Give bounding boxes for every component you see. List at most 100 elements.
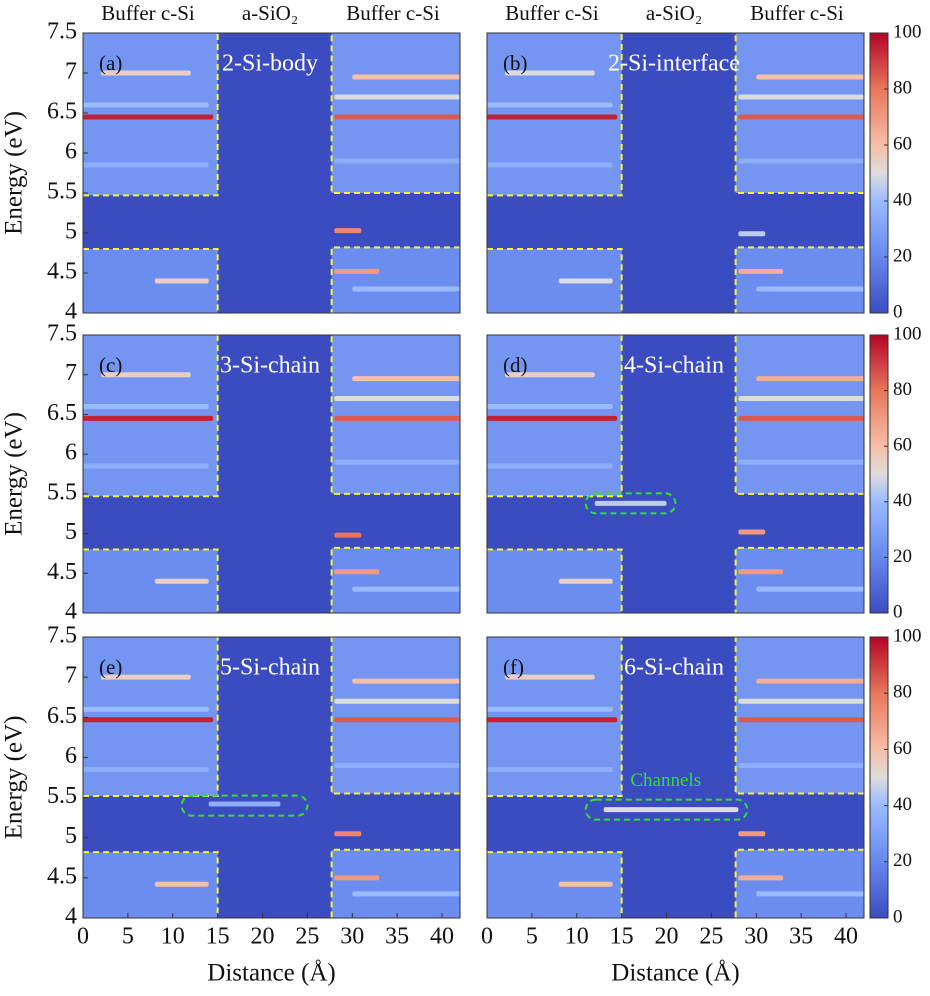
panel-label: (b) — [503, 51, 528, 75]
region-label: Buffer c-Si — [346, 1, 440, 25]
heatmap-streak — [738, 396, 864, 402]
y-tick-label: 7 — [65, 360, 77, 386]
panel-label: (a) — [99, 51, 122, 75]
y-tick-label: 7.5 — [47, 321, 77, 347]
heatmap-streak — [352, 586, 460, 592]
panel-label: (e) — [99, 655, 122, 679]
y-tick-label: 4.5 — [47, 559, 77, 585]
plot-frame — [486, 334, 865, 614]
heatmap-streak — [487, 102, 613, 108]
heatmap-streak — [756, 586, 864, 592]
channel-highlight — [180, 794, 309, 817]
heatmap-region — [487, 335, 622, 497]
x-tick-label: 30 — [340, 924, 364, 950]
panel-title: 5-Si-chain — [220, 655, 320, 681]
heatmap-streak — [334, 228, 362, 234]
heatmap-streak — [603, 807, 739, 813]
plot-frame — [82, 32, 461, 314]
colorbar — [869, 636, 889, 919]
heatmap-region — [487, 33, 622, 196]
heatmap-streak — [334, 158, 460, 164]
heatmap-streak — [504, 70, 595, 76]
heatmap-streak — [334, 698, 460, 704]
heatmap-streak — [334, 569, 380, 575]
colorbar-tick-label: 0 — [893, 601, 903, 622]
panel-title: 3-Si-chain — [220, 353, 320, 379]
colorbar-tick-label: 40 — [893, 189, 912, 210]
x-tick-label: 40 — [834, 924, 858, 950]
heatmap-streak — [83, 766, 209, 772]
y-tick-label: 5.5 — [47, 783, 77, 809]
heatmap-streak — [334, 762, 460, 768]
x-tick-label: 10 — [161, 924, 185, 950]
panel-label: (d) — [503, 353, 528, 377]
heatmap-streak — [487, 463, 613, 469]
region-label: a-SiO₂ — [242, 1, 298, 25]
heatmap-panel — [487, 335, 864, 613]
colorbar — [869, 334, 889, 614]
y-tick-label: 6 — [65, 139, 77, 165]
heatmap-streak — [738, 158, 864, 164]
heatmap-streak — [334, 459, 460, 465]
x-tick-label: 15 — [206, 924, 230, 950]
panel-title: 2-Si-interface — [608, 51, 740, 77]
heatmap-streak — [352, 286, 460, 292]
boundary-line — [487, 548, 623, 613]
boundary-line — [734, 637, 864, 795]
colorbar-tick-label: 0 — [893, 301, 903, 322]
heatmap-streak — [756, 74, 864, 80]
heatmap-streak — [154, 278, 209, 284]
x-tick-label: 15 — [610, 924, 634, 950]
heatmap-streak — [756, 376, 864, 382]
boundary-line — [734, 848, 864, 918]
heatmap-region — [331, 637, 460, 794]
colorbar-tick-label: 80 — [893, 77, 912, 98]
x-tick-label: 25 — [295, 924, 319, 950]
colorbar-tick-label: 60 — [893, 133, 912, 154]
y-tick-label: 4 — [65, 599, 77, 625]
heatmap-streak — [334, 114, 460, 120]
plot-frame — [82, 334, 461, 614]
heatmap-panel — [83, 33, 460, 313]
region-label: a-SiO₂ — [646, 1, 702, 25]
heatmap-streak — [756, 891, 864, 897]
boundary-line — [487, 248, 623, 313]
y-tick-label: 6.5 — [47, 703, 77, 729]
heatmap-streak — [334, 396, 460, 402]
y-tick-label: 4.5 — [47, 863, 77, 889]
region-label: Buffer c-Si — [505, 1, 599, 25]
x-tick-label: 5 — [526, 924, 538, 950]
heatmap-streak — [738, 231, 766, 237]
heatmap-streak — [83, 162, 209, 168]
y-tick-label: 7 — [65, 663, 77, 689]
heatmap-region — [83, 33, 218, 196]
colorbar-tick-label: 0 — [893, 906, 903, 927]
panel-title: 4-Si-chain — [624, 353, 724, 379]
boundary-line — [487, 851, 623, 918]
colorbar-tick-label: 100 — [893, 323, 922, 344]
boundary-line — [330, 637, 460, 795]
heatmap-streak — [334, 268, 380, 274]
plot-frame — [486, 636, 865, 919]
heatmap-streak — [487, 706, 613, 712]
heatmap-streak — [738, 415, 864, 421]
boundary-line — [734, 335, 864, 495]
heatmap-streak — [487, 114, 618, 120]
x-tick-label: 40 — [430, 924, 454, 950]
x-tick-label: 20 — [251, 924, 275, 950]
annotation: Channels — [630, 770, 701, 791]
heatmap-region — [83, 335, 218, 497]
x-tick-label: 5 — [122, 924, 134, 950]
x-axis-label: Distance (Å) — [207, 960, 335, 987]
heatmap-streak — [738, 698, 864, 704]
colorbar-tick-label: 20 — [893, 546, 912, 567]
heatmap-streak — [558, 578, 613, 584]
x-tick-label: 10 — [565, 924, 589, 950]
x-tick-label: 35 — [789, 924, 813, 950]
heatmap-streak — [594, 500, 667, 506]
colorbar-tick-label: 80 — [893, 682, 912, 703]
heatmap-streak — [487, 717, 618, 723]
heatmap-streak — [154, 881, 209, 887]
y-tick-label: 7.5 — [47, 623, 77, 649]
